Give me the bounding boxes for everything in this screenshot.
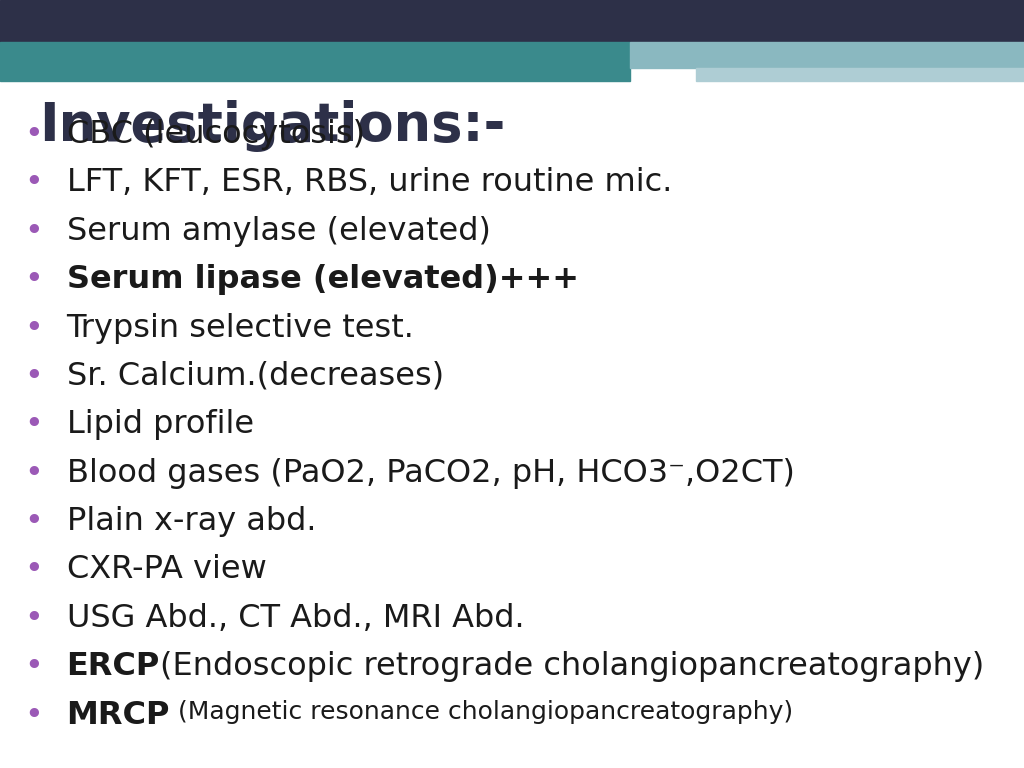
Text: (Magnetic resonance cholangiopancreatography): (Magnetic resonance cholangiopancreatogr…: [170, 700, 794, 723]
Text: •: •: [25, 264, 43, 295]
Bar: [696, 68, 1024, 81]
Bar: [0, 42, 630, 81]
Text: •: •: [25, 458, 43, 488]
Text: •: •: [25, 216, 43, 247]
Text: Investigations:-: Investigations:-: [39, 100, 505, 152]
Text: •: •: [25, 119, 43, 150]
Bar: [0, 0, 1024, 42]
Text: Lipid profile: Lipid profile: [67, 409, 254, 440]
Text: CXR-PA view: CXR-PA view: [67, 554, 266, 585]
Text: (Endoscopic retrograde cholangiopancreatography): (Endoscopic retrograde cholangiopancreat…: [160, 651, 984, 682]
Text: •: •: [25, 361, 43, 392]
Text: •: •: [25, 603, 43, 634]
Text: CBC (leucocytosis): CBC (leucocytosis): [67, 119, 365, 150]
Text: •: •: [25, 167, 43, 198]
Text: ERCP: ERCP: [67, 651, 160, 682]
Text: •: •: [25, 554, 43, 585]
Bar: [630, 42, 1024, 68]
Text: •: •: [25, 313, 43, 343]
Text: •: •: [25, 700, 43, 730]
Text: •: •: [25, 651, 43, 682]
Text: Sr. Calcium.(decreases): Sr. Calcium.(decreases): [67, 361, 443, 392]
Text: •: •: [25, 409, 43, 440]
Text: USG Abd., CT Abd., MRI Abd.: USG Abd., CT Abd., MRI Abd.: [67, 603, 524, 634]
Text: Plain x-ray abd.: Plain x-ray abd.: [67, 506, 316, 537]
Text: Trypsin selective test.: Trypsin selective test.: [67, 313, 415, 343]
Text: Serum lipase (elevated)+++: Serum lipase (elevated)+++: [67, 264, 579, 295]
Text: LFT, KFT, ESR, RBS, urine routine mic.: LFT, KFT, ESR, RBS, urine routine mic.: [67, 167, 672, 198]
Text: Serum amylase (elevated): Serum amylase (elevated): [67, 216, 490, 247]
Text: Blood gases (PaO2, PaCO2, pH, HCO3⁻,O2CT): Blood gases (PaO2, PaCO2, pH, HCO3⁻,O2CT…: [67, 458, 795, 488]
Text: •: •: [25, 506, 43, 537]
Text: MRCP: MRCP: [67, 700, 170, 730]
